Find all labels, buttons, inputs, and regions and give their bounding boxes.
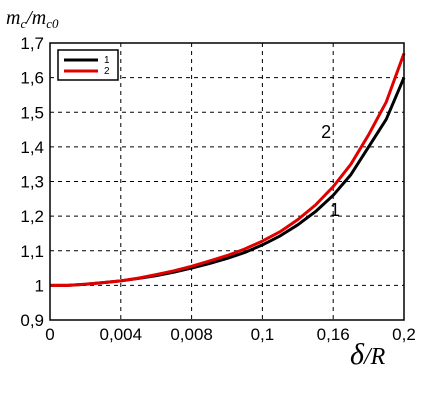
y-tick-label: 1,6 (20, 69, 44, 88)
legend-label: 2 (104, 66, 110, 77)
x-tick-label: 0,16 (317, 325, 350, 344)
y-tick-label: 1,4 (20, 138, 44, 157)
legend: 12 (57, 49, 119, 81)
series-lines (50, 52, 406, 287)
curve-label: 1 (330, 200, 340, 220)
x-tick-label: 0,004 (100, 325, 143, 344)
x-tick-labels: 0 0,004 0,008 0,1 0,16 0,2 (45, 325, 416, 344)
x-tick-label: 0,2 (392, 325, 416, 344)
x-tick-label: 0,008 (170, 325, 213, 344)
series-line-2 (50, 52, 406, 287)
y-tick-label: 1,7 (20, 34, 44, 53)
y-tick-label: 1,3 (20, 173, 44, 192)
curve-label: 2 (321, 122, 331, 142)
y-tick-label: 0,9 (20, 311, 44, 330)
plot-frame (49, 42, 405, 321)
legend-box (57, 49, 119, 81)
y-axis-title: mc/mc0 (6, 7, 59, 31)
x-axis-title: δ/R (350, 338, 386, 371)
x-tick-label: 0 (45, 325, 54, 344)
y-tick-label: 1,2 (20, 207, 44, 226)
legend-label: 1 (104, 55, 110, 66)
x-tick-label: 0,1 (251, 325, 275, 344)
y-tick-label: 1 (35, 276, 44, 295)
grid (50, 43, 404, 320)
y-tick-label: 1,1 (20, 242, 44, 261)
curve-labels: 12 (321, 122, 340, 220)
y-tick-label: 1,5 (20, 103, 44, 122)
y-tick-labels: 0,9 1 1,1 1,2 1,3 1,4 1,5 1,6 1,7 (20, 34, 44, 330)
